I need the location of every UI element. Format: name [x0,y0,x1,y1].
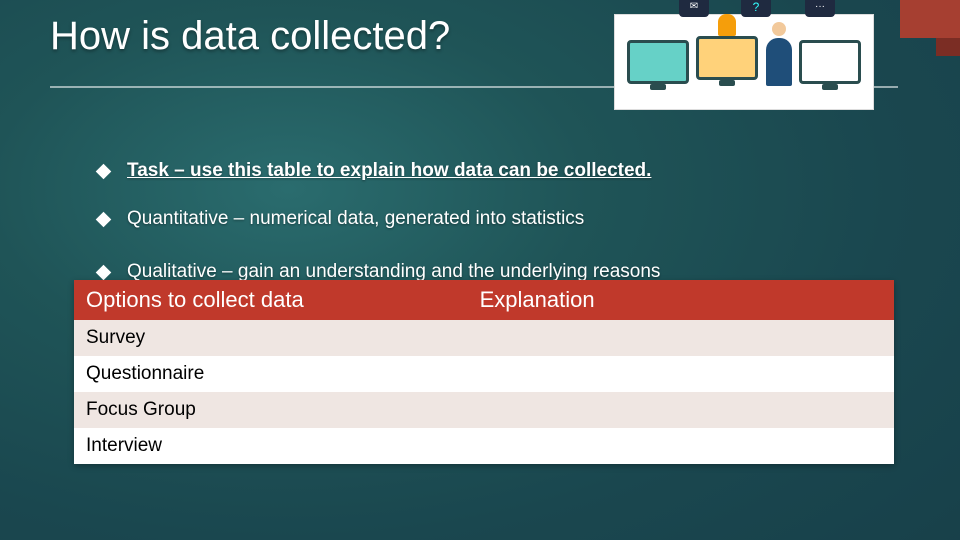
table-cell [468,320,894,356]
bullet-list: Task – use this table to explain how dat… [98,160,900,256]
table-cell: Focus Group [74,392,468,428]
table-row: Survey [74,320,894,356]
diamond-bullet-icon [96,212,112,228]
table-cell [468,428,894,464]
table-header: Options to collect data [74,280,468,320]
table-header-row: Options to collect data Explanation [74,280,894,320]
table-row: Focus Group [74,392,894,428]
chart-monitor-icon [799,40,861,84]
table-cell [468,356,894,392]
table-cell [468,392,894,428]
bullet-text: Quantitative – numerical data, generated… [127,208,584,230]
data-collection-table: Options to collect data Explanation Surv… [74,280,894,464]
operator-icon [627,40,689,84]
slide: How is data collected? ✉ ? ··· Task – us… [0,0,960,540]
bullet-item: Quantitative – numerical data, generated… [98,208,900,230]
ellipsis-bubble-icon: ··· [805,0,835,17]
diamond-bullet-icon [96,264,112,280]
speech-bubble-icon: ✉ [679,0,709,17]
table-row: Interview [74,428,894,464]
clipart-panel: ✉ ? ··· [614,14,874,110]
question-bubble-icon: ? [741,0,771,17]
slide-title: How is data collected? [50,14,450,59]
bullet-text: Task – use this table to explain how dat… [127,160,651,182]
table-cell: Survey [74,320,468,356]
accent-corner [900,0,960,38]
customer-icon [696,44,758,80]
table-cell: Questionnaire [74,356,468,392]
bullet-item: Task – use this table to explain how dat… [98,160,900,182]
table-header: Explanation [468,280,894,320]
table-row: Questionnaire [74,356,894,392]
table-cell: Interview [74,428,468,464]
analyst-icon [766,38,792,86]
diamond-bullet-icon [96,164,112,180]
